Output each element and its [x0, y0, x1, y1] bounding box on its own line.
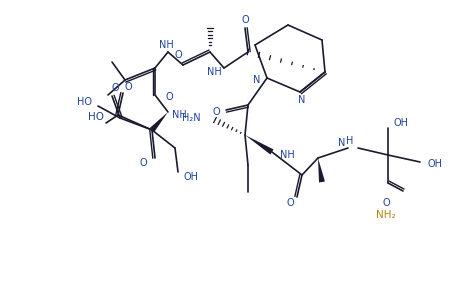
Polygon shape [150, 112, 168, 132]
Text: NH: NH [207, 67, 222, 77]
Text: O: O [241, 15, 249, 25]
Text: O: O [382, 198, 390, 208]
Text: OH: OH [428, 159, 443, 169]
Text: H: H [346, 136, 354, 146]
Text: OH: OH [183, 172, 198, 182]
Polygon shape [245, 135, 274, 154]
Text: HO: HO [77, 97, 92, 107]
Text: O: O [165, 92, 173, 102]
Text: NH: NH [172, 110, 187, 120]
Text: NH: NH [159, 40, 173, 50]
Text: H₂N: H₂N [182, 113, 201, 123]
Text: O: O [286, 198, 294, 208]
Text: N: N [298, 95, 306, 105]
Text: HO: HO [88, 112, 104, 122]
Text: N: N [338, 138, 345, 148]
Text: N: N [252, 75, 260, 85]
Text: O: O [111, 83, 119, 93]
Text: O: O [212, 107, 220, 117]
Text: OH: OH [393, 118, 408, 128]
Polygon shape [318, 158, 325, 182]
Text: O: O [139, 158, 147, 168]
Text: NH₂: NH₂ [376, 210, 396, 220]
Text: O: O [124, 82, 132, 92]
Text: O: O [174, 50, 182, 60]
Text: NH: NH [280, 150, 295, 160]
